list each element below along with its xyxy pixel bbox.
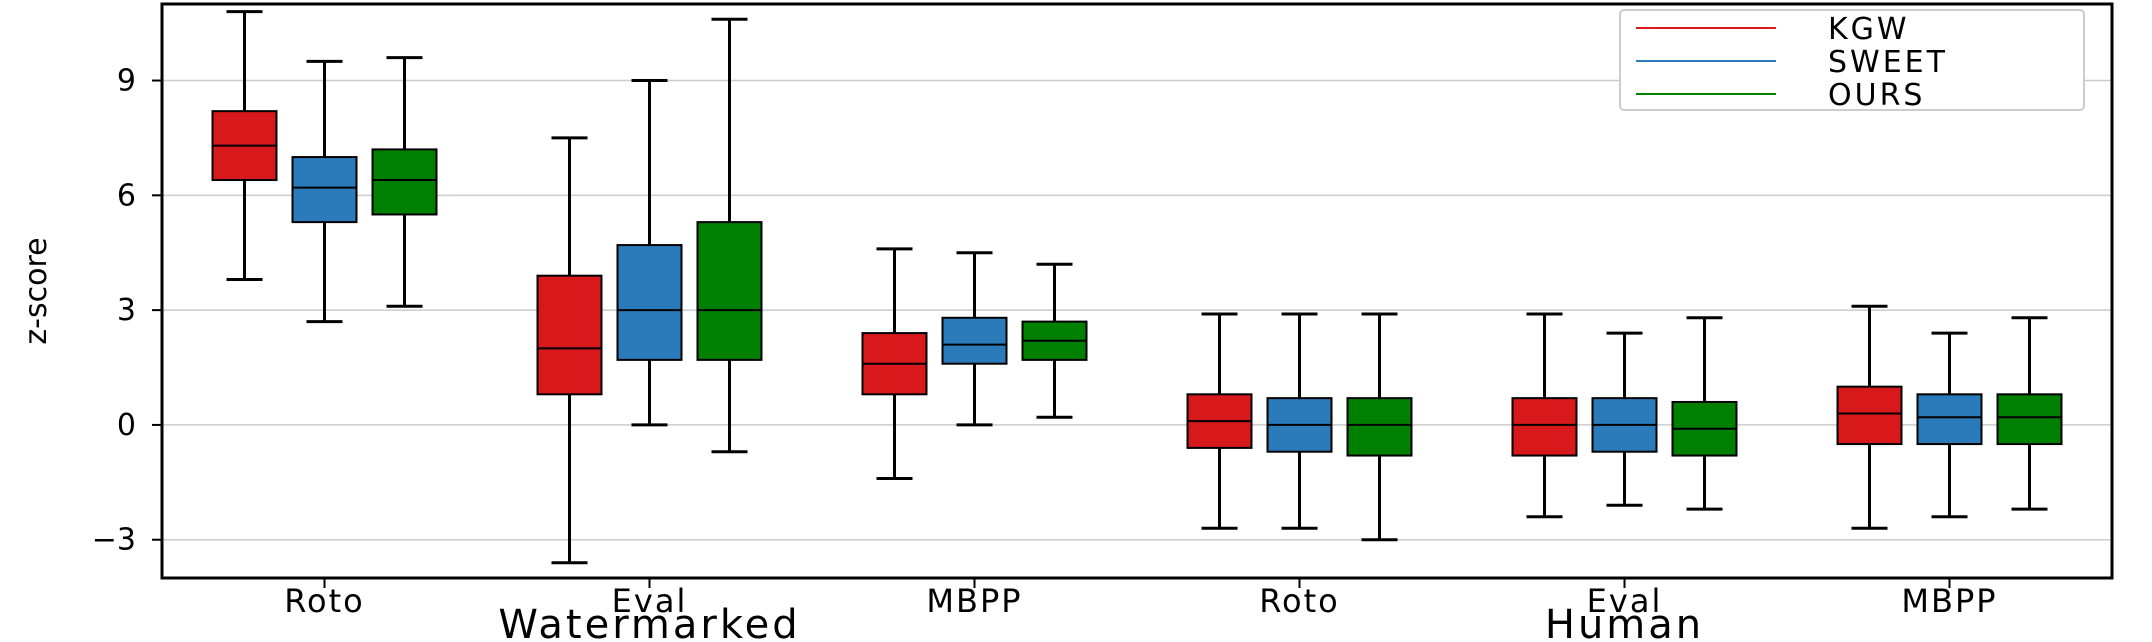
box-body [371,148,438,216]
box-ours [1996,316,2063,511]
x-tick-label: Eval [612,582,688,620]
gridlines [162,79,2112,541]
legend-label-sweet: SWEET [1828,45,1948,80]
box-body [616,244,683,361]
box-ours [371,56,438,308]
box-sweet [1591,331,1658,507]
box-ours [1021,262,1088,419]
box-kgw [536,136,603,565]
box-kgw [1836,304,1903,530]
y-tick-label: 3 [117,293,136,328]
box-sweet [1916,331,1983,519]
box-body [941,316,1008,365]
y-tick-label: −3 [92,523,136,558]
box-sweet [1266,312,1333,530]
box-kgw [1186,312,1253,530]
box-kgw [1511,312,1578,519]
box-ours [696,17,763,454]
legend-label-kgw: KGW [1828,12,1910,47]
box-layer [211,10,2063,565]
axis-layer: −3 0 3 6 9 Roto Eval MBPP Roto Eval MBPP Watermarke… [92,64,1997,642]
box-sweet [941,251,1008,427]
y-tick-label: 9 [117,64,136,99]
box-ours [1346,312,1413,542]
x-tick-label: Roto [1259,582,1340,620]
box-body [536,274,603,396]
x-tick-label: MBPP [1901,582,1997,620]
y-axis-label: z-score [19,237,54,344]
box-body [291,156,358,224]
legend-label-ours: OURS [1828,78,1925,113]
box-body [1916,393,1983,446]
box-kgw [861,247,928,481]
group-label: Human [1545,602,1704,642]
box-body [1511,397,1578,457]
x-tick-label: Roto [284,582,365,620]
box-body [1346,397,1413,457]
y-tick-label: 6 [117,178,136,213]
box-body [696,221,763,361]
plot-frame [160,2,2114,580]
box-ours [1671,316,1738,511]
x-tick-label: Eval [1587,582,1663,620]
group-label: Watermarked [498,602,800,642]
box-kgw [211,10,278,282]
y-tick-label: 0 [117,408,136,443]
legend-frame [1619,9,2085,111]
box-body [1836,385,1903,446]
x-tick-label: MBPP [926,582,1022,620]
box-sweet [291,59,358,324]
box-sweet [616,79,683,427]
box-body [1996,393,2063,446]
